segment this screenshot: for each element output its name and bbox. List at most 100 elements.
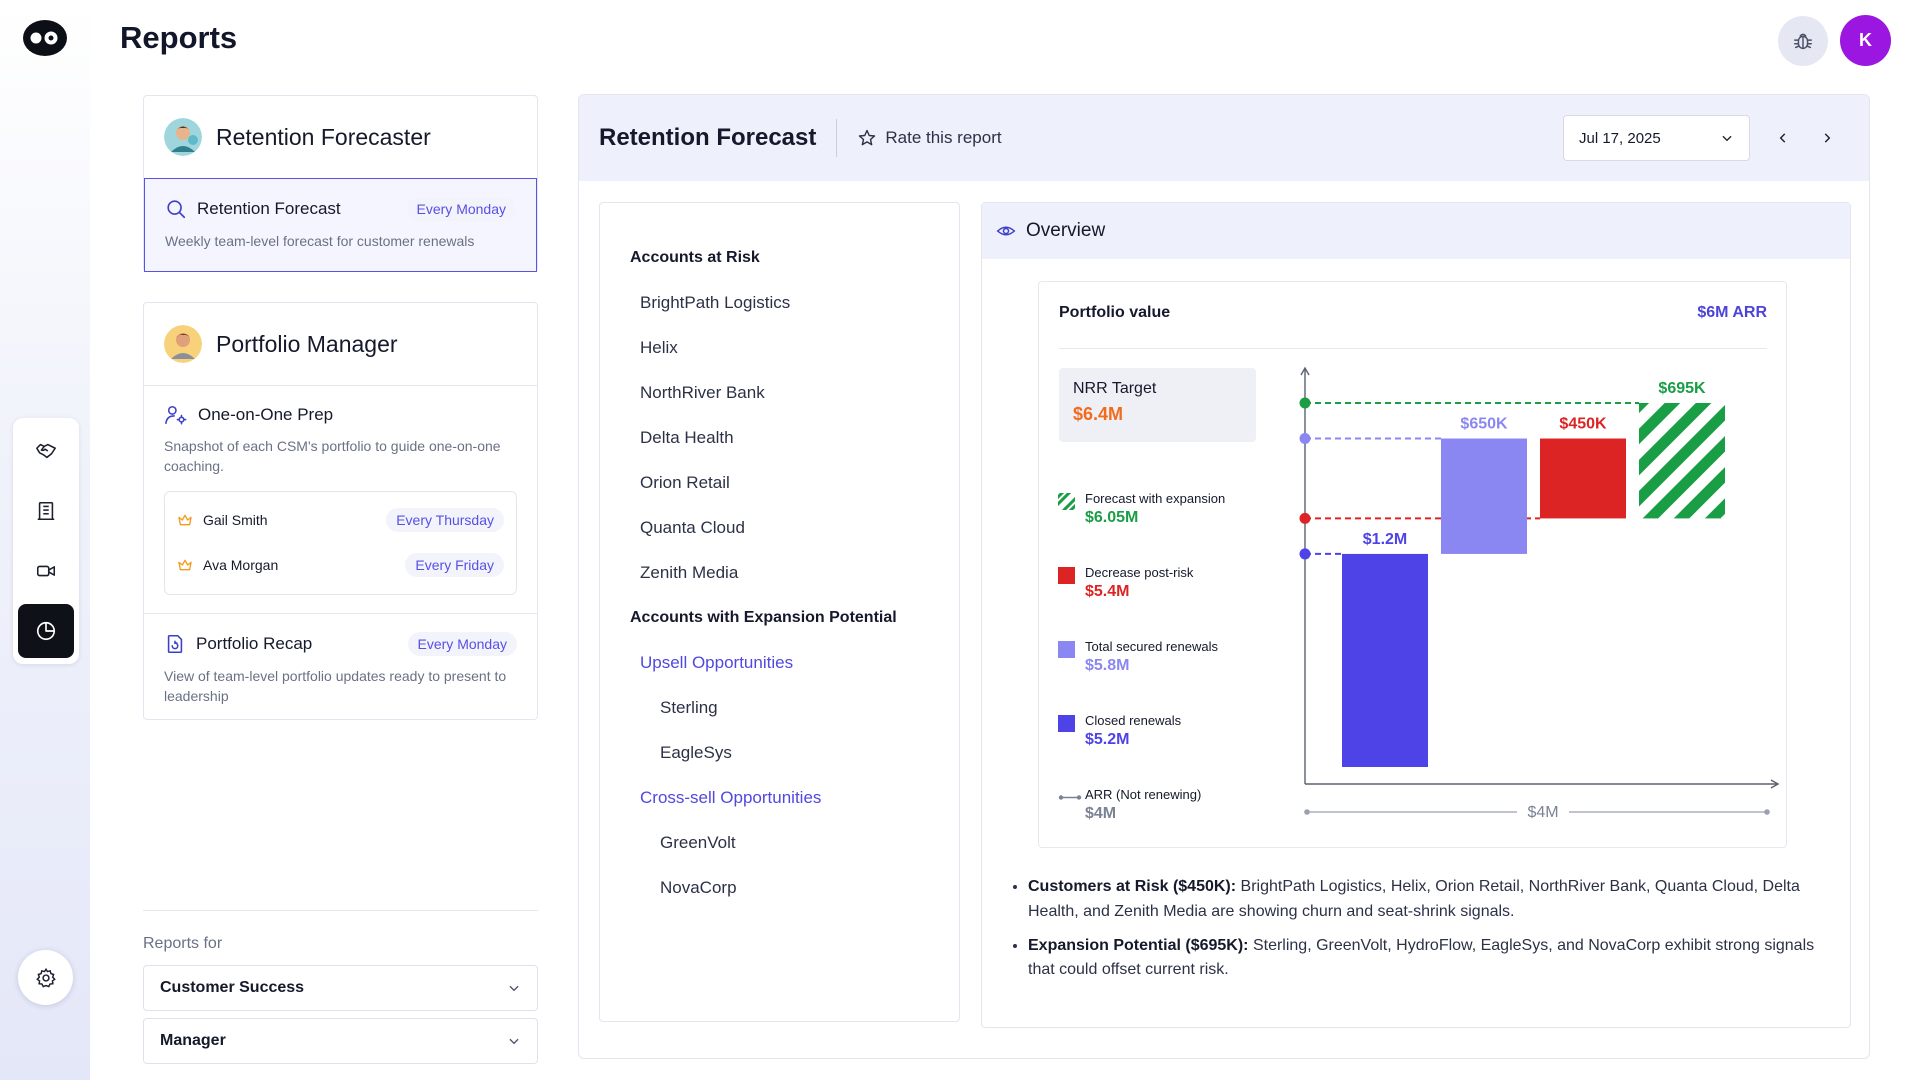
account-item[interactable]: Quanta Cloud	[640, 517, 745, 537]
rate-report-button[interactable]: Rate this report	[857, 128, 1002, 148]
eye-icon	[996, 226, 1016, 236]
handshake-icon	[36, 443, 56, 459]
account-item[interactable]: Helix	[640, 337, 678, 357]
schedule-badge: Every Thursday	[386, 508, 504, 533]
note-bold: Customers at Risk ($450K):	[1028, 878, 1237, 895]
overview-title: Overview	[1026, 220, 1106, 241]
nav-building[interactable]	[18, 484, 74, 538]
persona-avatar-icon	[164, 118, 202, 156]
bug-report-button[interactable]	[1778, 16, 1828, 66]
report-item-one-on-one-prep[interactable]: One-on-One Prep Snapshot of each CSM's p…	[144, 386, 537, 613]
legend-label: Total secured renewals	[1085, 639, 1218, 654]
overview-notes: Customers at Risk ($450K): BrightPath Lo…	[1010, 875, 1830, 992]
y-axis-arrow	[1300, 366, 1310, 376]
chart-title: Portfolio value	[1059, 304, 1171, 321]
settings-button[interactable]	[18, 950, 73, 1005]
chevron-down-icon	[1722, 135, 1732, 142]
line-swatch-icon	[1058, 795, 1082, 800]
reports-for-section: Reports for Customer Success Manager	[143, 910, 538, 1071]
star-icon	[859, 129, 876, 146]
chevron-down-icon	[509, 1038, 519, 1045]
legend-swatch	[1058, 567, 1075, 584]
divider	[1059, 348, 1767, 349]
legend-value: $5.4M	[1085, 583, 1130, 600]
schedule-badge: Every Monday	[406, 197, 516, 221]
nrr-target-value: $6.4M	[1073, 404, 1124, 424]
reference-dot	[1299, 512, 1311, 524]
crown-icon	[178, 559, 192, 571]
persona-header: Portfolio Manager	[144, 303, 537, 385]
team-select[interactable]: Customer Success	[143, 965, 538, 1011]
nav-reports[interactable]	[18, 604, 74, 658]
date-select[interactable]: Jul 17, 2025	[1563, 115, 1750, 161]
legend-swatch	[1058, 641, 1075, 658]
schedule-badge: Every Friday	[405, 553, 504, 578]
account-item[interactable]: Orion Retail	[640, 472, 730, 492]
page-title: Reports	[120, 20, 238, 55]
account-item[interactable]: GreenVolt	[660, 832, 736, 852]
legend-decrease: Decrease post-risk $5.4M	[1058, 565, 1258, 601]
app-logo[interactable]	[22, 18, 68, 58]
report-description: Weekly team-level forecast for customer …	[165, 233, 475, 249]
previous-date-button[interactable]	[1771, 126, 1795, 150]
role-select[interactable]: Manager	[143, 1018, 538, 1064]
report-item-portfolio-recap[interactable]: Portfolio Recap Every Monday View of tea…	[144, 614, 537, 725]
report-item-retention-forecast[interactable]: Retention Forecast Every Monday Weekly t…	[144, 178, 537, 272]
account-item[interactable]: Zenith Media	[640, 562, 739, 582]
hatched-swatch-icon	[1058, 493, 1075, 510]
report-panel: Retention Forecast Rate this report Jul …	[578, 94, 1870, 1059]
divider	[144, 385, 537, 386]
report-header: Retention Forecast Rate this report Jul …	[579, 95, 1869, 181]
nav-handshake[interactable]	[18, 424, 74, 478]
reports-for-label: Reports for	[143, 910, 538, 953]
accounts-panel: Accounts at Risk BrightPath Logistics He…	[599, 202, 960, 1022]
account-item[interactable]: Delta Health	[640, 427, 734, 447]
bar-value-label: $650K	[1460, 416, 1508, 433]
person-name: Gail Smith	[203, 512, 268, 529]
role-select-value: Manager	[160, 1032, 226, 1049]
next-date-button[interactable]	[1815, 126, 1839, 150]
account-item[interactable]: EagleSys	[660, 742, 732, 762]
legend-forecast: Forecast with expansion $6.05M	[1058, 491, 1258, 527]
persona-header: Retention Forecaster	[144, 96, 537, 178]
crown-icon	[178, 514, 192, 526]
x-axis-arrow	[1770, 779, 1780, 789]
account-item[interactable]: BrightPath Logistics	[640, 292, 791, 312]
divider	[144, 612, 537, 614]
chevron-down-icon	[509, 985, 519, 992]
nrr-target-label: NRR Target	[1073, 380, 1157, 397]
person-row-gail-smith[interactable]: Gail Smith Every Thursday	[177, 498, 504, 543]
bar-value-label: $450K	[1559, 416, 1607, 433]
legend-value: $6.05M	[1085, 509, 1139, 526]
user-settings-icon	[165, 405, 187, 425]
bug-icon	[1794, 33, 1812, 50]
reference-dot	[1299, 433, 1311, 445]
arr-total: $6M ARR	[1697, 304, 1767, 321]
baseline-dot	[1304, 809, 1310, 815]
nrr-target-box: NRR Target $6.4M	[1059, 368, 1256, 442]
waterfall-bar	[1540, 438, 1626, 519]
nav-video[interactable]	[18, 544, 74, 598]
baseline-label: $4M	[1527, 804, 1558, 821]
chevron-left-icon	[1779, 133, 1786, 143]
legend-label: Closed renewals	[1085, 713, 1182, 728]
crosssell-heading[interactable]: Cross-sell Opportunities	[640, 787, 822, 807]
report-title: One-on-One Prep	[198, 405, 334, 424]
legend-closed: Closed renewals $5.2M	[1058, 713, 1258, 749]
person-row-ava-morgan[interactable]: Ava Morgan Every Friday	[177, 543, 504, 588]
reference-dot	[1299, 397, 1311, 409]
schedule-badge: Every Monday	[407, 631, 517, 656]
waterfall-chart: $4M $1.2M $650K $450K $695K	[1299, 366, 1780, 821]
account-item[interactable]: NorthRiver Bank	[640, 382, 765, 402]
account-item[interactable]: Sterling	[660, 697, 718, 717]
user-avatar[interactable]: K	[1840, 15, 1891, 66]
upsell-heading[interactable]: Upsell Opportunities	[640, 652, 794, 672]
report-title: Retention Forecast	[599, 124, 817, 151]
legend-value: $5.8M	[1085, 657, 1130, 674]
waterfall-bar	[1441, 438, 1527, 554]
waterfall-bar	[1342, 553, 1428, 767]
persona-title: Portfolio Manager	[216, 330, 398, 357]
video-icon	[36, 565, 56, 577]
account-item[interactable]: NovaCorp	[660, 877, 737, 897]
overview-panel: Overview Portfolio value $6M ARR NRR Tar…	[981, 202, 1851, 1028]
